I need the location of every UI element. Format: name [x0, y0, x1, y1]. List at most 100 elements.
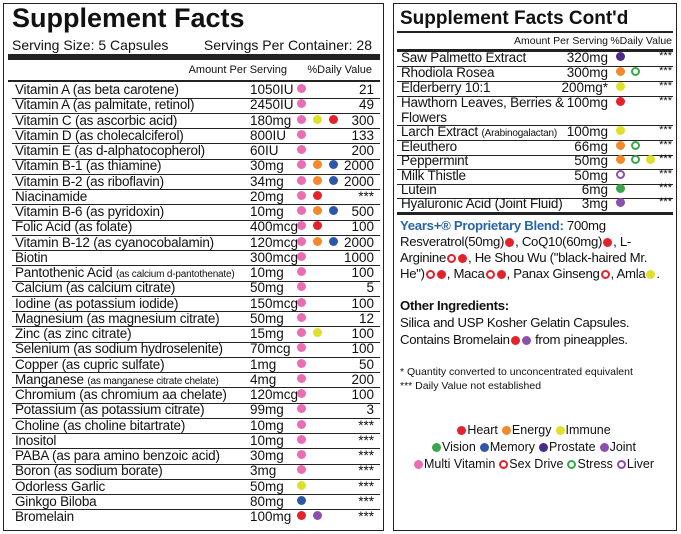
ingredient-name: Vitamin B-1 (as thiamine)	[15, 158, 162, 173]
header-amount: Amount Per Serving	[188, 64, 287, 76]
blend-item: , Maca	[446, 266, 485, 281]
dots	[615, 155, 656, 164]
daily-value: 5	[366, 280, 374, 296]
icon-dot	[616, 97, 625, 106]
icon-dot	[297, 450, 306, 459]
amount: 50mg	[574, 168, 608, 183]
amount: 60IU	[250, 143, 279, 158]
amount: 34mg	[250, 173, 284, 189]
icon-dot	[616, 170, 625, 179]
ingredient-name: Elderberry 10:1	[401, 80, 566, 95]
rule	[12, 356, 380, 358]
title: Supplement Facts	[12, 3, 245, 33]
name-text: Niacinamide	[15, 188, 88, 204]
legend-label: Prostate	[549, 440, 596, 454]
ingredient-name: Rhodiola Rosea	[401, 65, 566, 80]
daily-value: ***	[659, 80, 672, 92]
dots	[296, 511, 323, 520]
icon-dot	[297, 495, 306, 505]
amount: 50mg	[250, 280, 284, 296]
dots	[296, 297, 307, 307]
legend-label: Joint	[609, 440, 636, 454]
daily-value: ***	[358, 432, 374, 448]
icon-dot	[297, 389, 306, 398]
name-text: Manganese	[15, 371, 84, 387]
ingredient-name: Eleuthero	[401, 139, 566, 154]
daily-value: ***	[659, 139, 672, 151]
daily-value: 49	[358, 97, 374, 113]
rule	[397, 125, 673, 126]
icon-dot	[297, 312, 306, 322]
rule	[397, 49, 673, 52]
ingredient-name: Saw Palmetto Extract	[401, 50, 566, 65]
dots	[296, 465, 307, 475]
dots	[296, 84, 307, 93]
legend-label: Vision	[442, 440, 476, 454]
rule	[12, 128, 380, 129]
daily-value: 100	[351, 295, 374, 311]
amount: 50mg	[250, 310, 284, 326]
daily-value: 100	[351, 387, 374, 402]
rule	[397, 80, 673, 82]
ingredient-name: Selenium (as sodium hydroselenite)	[15, 341, 223, 356]
dots	[296, 434, 307, 444]
rule	[12, 341, 380, 343]
icon-dot	[297, 465, 306, 475]
name-text: Milk Thistle	[401, 168, 466, 183]
name-text: Potassium (as potassium citrate)	[15, 402, 205, 418]
icon-dot	[297, 434, 306, 444]
name-text: Iodine (as potassium iodide)	[15, 295, 179, 311]
ingredient-name: Peppermint	[401, 153, 566, 168]
icon-dot	[329, 206, 338, 215]
dots	[615, 82, 626, 91]
rule	[12, 463, 380, 465]
rule	[12, 112, 380, 114]
amount: 3mg	[250, 463, 277, 479]
icon-dot	[297, 358, 306, 368]
name-text: Lutein	[401, 182, 437, 197]
daily-value: 100	[351, 219, 374, 235]
name-text: Ginkgo Biloba	[15, 493, 97, 509]
dots	[296, 190, 323, 200]
ingredient-name: Iodine (as potassium iodide)	[15, 296, 178, 311]
daily-value: ***	[358, 448, 374, 463]
icon-dot	[297, 84, 306, 93]
rule	[397, 154, 673, 156]
amount: 100mg	[566, 95, 608, 110]
rule	[12, 97, 380, 99]
amount: 300mcg	[250, 249, 299, 265]
ingredient-name: Hyaluronic Acid (Joint Fluid)	[401, 196, 566, 211]
daily-value: 21	[358, 82, 374, 97]
rule	[12, 265, 380, 267]
daily-value: ***	[659, 124, 672, 136]
ingredient-name: Odorless Garlic	[15, 479, 105, 494]
icon-dot	[329, 236, 338, 246]
icon-dot	[539, 443, 548, 452]
rule	[12, 509, 380, 511]
dots	[296, 389, 307, 398]
icon-dot	[297, 404, 306, 414]
icon-dot	[297, 145, 306, 154]
icon-dot	[313, 236, 322, 246]
name-text: Vitamin D (as cholecalciferol)	[15, 127, 184, 143]
icon-dot	[297, 236, 306, 246]
legend-row: Heart Energy Immune	[394, 423, 676, 437]
icon-dot	[496, 270, 506, 279]
rule	[12, 372, 380, 373]
dots	[296, 419, 307, 429]
dots	[296, 404, 307, 414]
rule	[12, 219, 380, 221]
ingredient-name: Copper (as cupric sulfate)	[15, 357, 165, 372]
icon-dot	[313, 160, 322, 170]
rule	[12, 326, 380, 328]
rule	[12, 143, 380, 145]
ingredient-name: Vitamin E (as d-alphatocopherol)	[15, 143, 205, 158]
icon-dot	[616, 126, 625, 135]
daily-value: 500	[351, 204, 374, 219]
amount: 6mg	[581, 182, 608, 197]
ingredient-name: Choline (as choline bitartrate)	[15, 418, 185, 433]
blend-item: , Amla	[610, 266, 646, 281]
ingredient-name: Hawthorn Leaves, Berries & Flowers	[401, 95, 566, 125]
icon-dot	[297, 160, 306, 170]
icon-dot	[631, 67, 640, 76]
